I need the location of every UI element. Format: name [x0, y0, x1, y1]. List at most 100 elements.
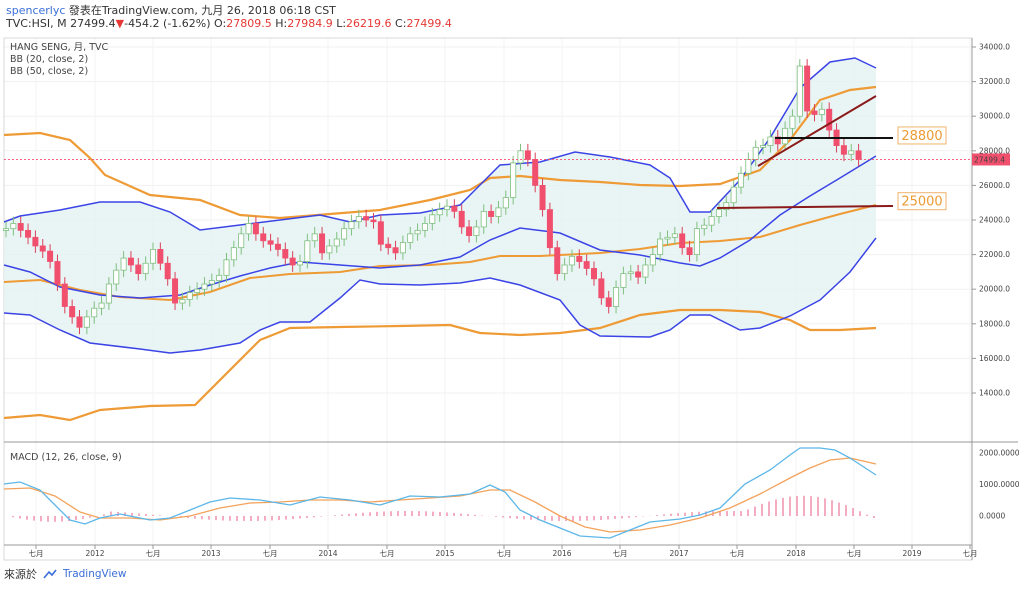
candle-body	[451, 205, 458, 212]
time-axis: 七月 2012 七月 2013 七月 2014 七月 2015 七月 2016 七月 2017 七月 20…	[29, 545, 978, 558]
macd-label[interactable]: MACD (12, 26, close, 9)	[10, 452, 122, 463]
down-arrow-icon: ▼	[115, 17, 125, 30]
candle-body	[524, 150, 531, 160]
low-value: 26219.6	[346, 17, 392, 30]
candle-body	[142, 262, 149, 275]
candle-body	[443, 205, 450, 211]
macd-signal-line	[3, 457, 877, 533]
candle-body	[216, 274, 223, 281]
bb50-upper	[3, 85, 877, 220]
close-value: 27499.4	[406, 17, 452, 30]
candle-body	[488, 210, 495, 217]
candle-body	[238, 233, 245, 249]
candle-body	[348, 221, 355, 230]
candle-body	[649, 254, 656, 266]
bb20-upper	[3, 57, 877, 231]
annotation-box	[897, 192, 947, 211]
author-name[interactable]: spencerlyc	[6, 4, 66, 17]
publish-line: spencerlyc 發表在TradingView.com, 九月 26, 20…	[6, 4, 986, 17]
candle-body	[157, 249, 164, 264]
y-tick-label: 34000.0	[979, 43, 1010, 52]
x-tick-label: 2017	[669, 549, 688, 558]
candle-body	[539, 184, 546, 211]
symbol: TVC:HSI, M	[6, 17, 67, 30]
x-tick-label: 七月	[497, 549, 512, 558]
candle-body	[642, 264, 649, 278]
candle-body	[260, 233, 267, 242]
candle-body	[54, 261, 61, 285]
candle-body	[568, 255, 575, 266]
candle-body	[679, 233, 686, 249]
candle-body	[149, 249, 156, 264]
legend-bb20[interactable]: BB (20, close, 2)	[10, 54, 89, 65]
x-tick-label: 七月	[847, 549, 862, 558]
candle-body	[796, 65, 803, 117]
candle-body	[495, 207, 502, 217]
candle-body	[304, 240, 311, 262]
candle-body	[3, 228, 9, 231]
candle-body	[245, 223, 252, 235]
source-label: 來源於	[4, 568, 37, 581]
tradingview-brand[interactable]: TradingView	[63, 568, 127, 580]
candle-body	[377, 221, 384, 245]
candle-body	[289, 257, 296, 266]
candle-body	[774, 136, 781, 145]
macd-line	[3, 447, 877, 539]
candle-body	[274, 243, 281, 250]
candle-body	[25, 229, 32, 238]
candle-body	[385, 243, 392, 249]
x-tick-label: 2015	[435, 549, 454, 558]
legend-bb50[interactable]: BB (50, close, 2)	[10, 66, 89, 77]
last-price: 27499.4	[70, 17, 116, 30]
legend-title: HANG SENG, 月, TVC	[10, 42, 109, 53]
candle-body	[613, 287, 620, 307]
candle-body	[69, 306, 76, 318]
open-value: 27809.5	[226, 17, 272, 30]
candle-body	[480, 210, 487, 228]
candle-body	[267, 240, 274, 245]
candle-body	[466, 226, 473, 236]
candle-body	[83, 316, 90, 328]
x-tick-label: 七月	[730, 549, 745, 558]
candle-body	[164, 262, 171, 280]
candle-body	[745, 159, 752, 174]
y-tick-label: 24000.0	[979, 216, 1010, 225]
candle-body	[39, 245, 46, 252]
y-tick-label: 16000.0	[979, 354, 1010, 363]
ohlc-line: TVC:HSI, M 27499.4▼-454.2 (-1.62%) O:278…	[6, 17, 986, 30]
candle-body	[760, 145, 767, 148]
candle-body	[311, 233, 318, 242]
candle-body	[341, 228, 348, 240]
y-tick-label: 18000.0	[979, 319, 1010, 328]
level-line-25000	[716, 205, 894, 209]
candle-body	[715, 209, 722, 217]
y-tick-label: 20000.0	[979, 285, 1010, 294]
annotation-box	[897, 126, 947, 145]
candle-body	[657, 238, 664, 255]
candle-body	[319, 233, 326, 254]
candle-body	[407, 233, 414, 243]
bb50-lower	[3, 308, 877, 422]
x-tick-label: 七月	[29, 549, 44, 558]
x-tick-label: 2014	[318, 549, 337, 558]
candle-body	[804, 65, 811, 112]
candle-body	[723, 202, 730, 211]
macd-tick-label: 1000.0000	[979, 480, 1020, 489]
candle-body	[363, 216, 370, 221]
candle-body	[752, 146, 759, 160]
candle-body	[252, 223, 259, 235]
x-tick-label: 七月	[263, 549, 278, 558]
trend-lines: 27499.4 28800 25000	[4, 95, 1010, 211]
bb50-middle	[3, 204, 877, 302]
candle-body	[421, 223, 428, 231]
high-value: 27984.9	[287, 17, 333, 30]
candle-body	[10, 223, 17, 230]
candles	[3, 59, 862, 335]
publish-info: 發表在TradingView.com, 九月 26, 2018 06:18 CS…	[68, 4, 336, 17]
y-tick-label: 28000.0	[979, 146, 1010, 155]
x-tick-label: 2012	[85, 549, 104, 558]
y-tick-label: 22000.0	[979, 250, 1010, 259]
candle-body	[208, 280, 215, 285]
candle-body	[554, 247, 561, 275]
